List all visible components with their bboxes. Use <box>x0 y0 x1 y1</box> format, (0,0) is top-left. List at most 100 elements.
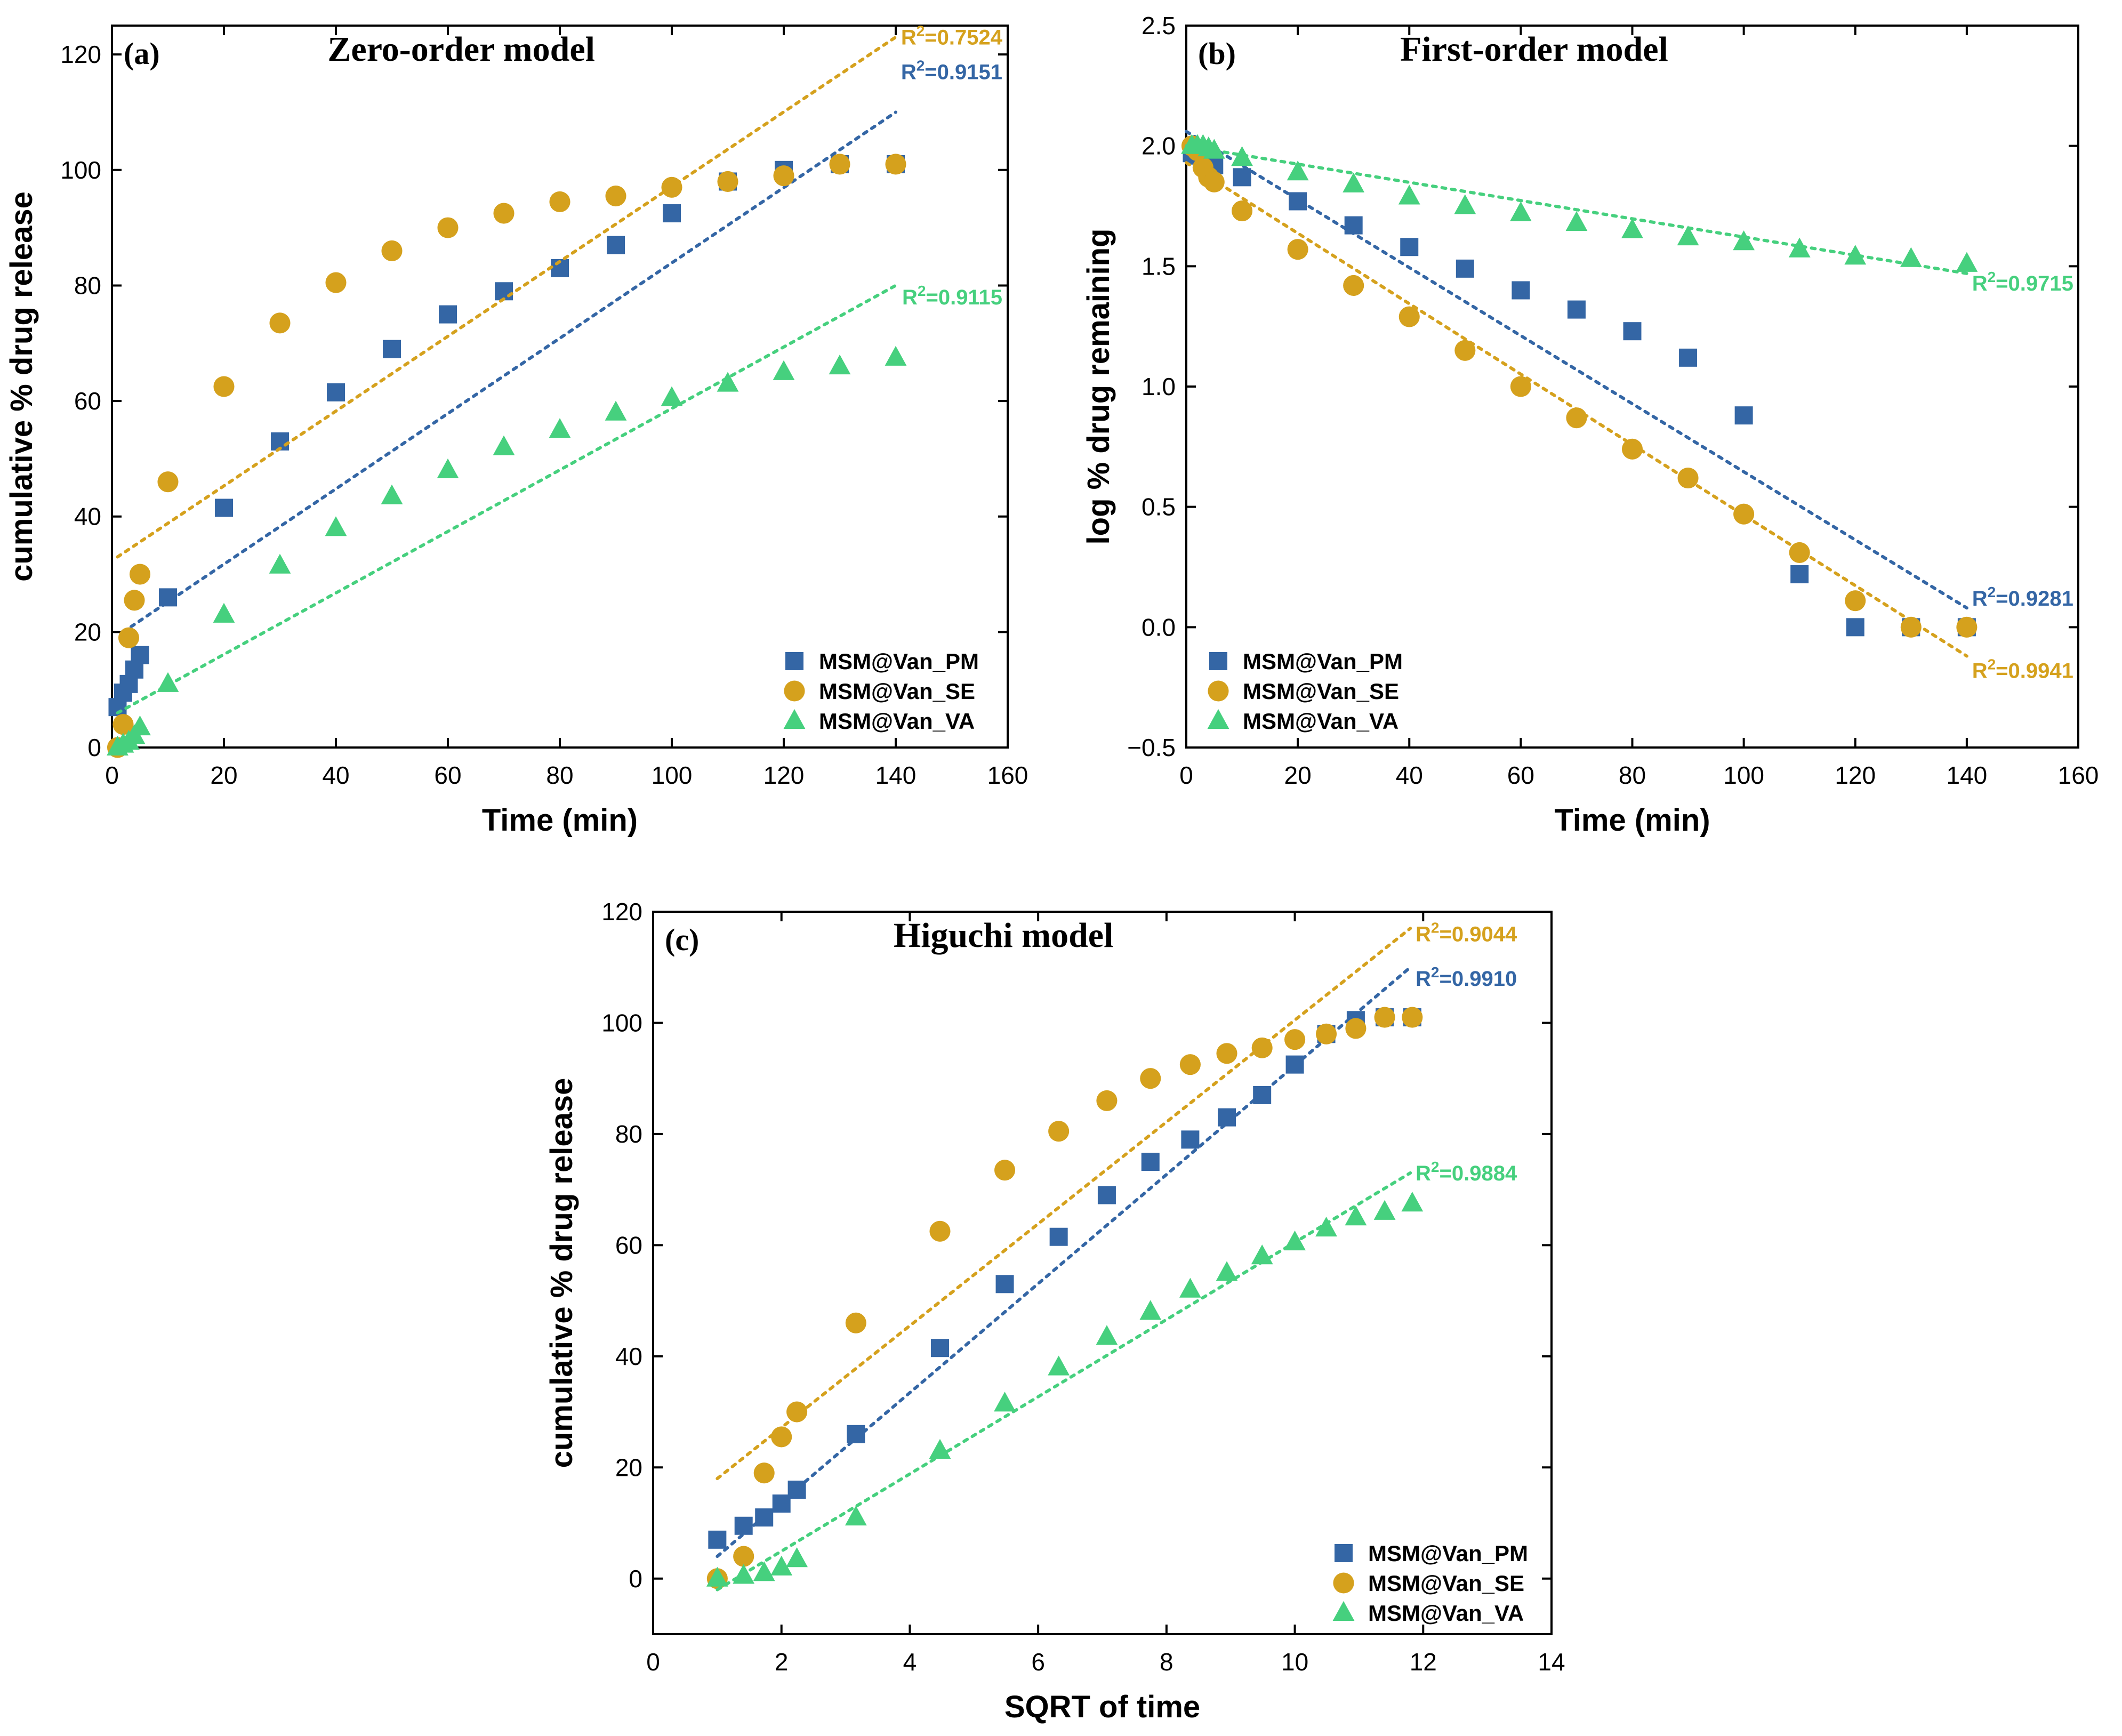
legend-entry: MSM@Van_VA <box>819 709 975 734</box>
data-point-pm <box>1623 322 1642 341</box>
y-tick-label: −0.5 <box>1127 734 1176 761</box>
data-point-se <box>929 1220 951 1242</box>
x-tick-label: 40 <box>322 761 349 789</box>
data-point-pm <box>663 204 681 223</box>
y-tick-label: 2.0 <box>1142 132 1176 160</box>
data-point-pm <box>1456 259 1474 278</box>
data-point-va <box>157 672 179 692</box>
data-point-pm <box>495 282 513 301</box>
data-point-pm <box>995 1275 1014 1293</box>
data-point-se <box>1315 1023 1337 1044</box>
panel-label: (c) <box>665 922 699 957</box>
data-point-se <box>1398 306 1420 327</box>
data-point-pm <box>1512 281 1530 300</box>
y-tick-label: 60 <box>74 387 101 415</box>
y-tick-label: 80 <box>615 1120 642 1148</box>
r2-label-pm: R2=0.9281 <box>1972 584 2073 610</box>
data-point-va <box>1287 160 1309 181</box>
data-point-va <box>885 345 907 366</box>
data-point-pm <box>383 340 401 358</box>
data-point-va <box>1251 1244 1273 1265</box>
data-point-se <box>1251 1037 1273 1058</box>
data-point-se <box>1345 1018 1367 1039</box>
fit-line-se <box>716 927 1412 1481</box>
data-point-va <box>325 516 347 536</box>
data-point-pm <box>1734 406 1753 425</box>
data-point-se <box>1284 1029 1306 1050</box>
data-point-se <box>1374 1007 1395 1028</box>
data-point-pm <box>1679 348 1698 367</box>
y-tick-label: 40 <box>74 503 101 531</box>
y-axis-title: cumulative % drug release <box>544 1078 579 1468</box>
r2-label-pm: R2=0.9151 <box>901 58 1002 84</box>
x-tick-label: 140 <box>875 761 917 789</box>
panel-label: (b) <box>1198 36 1236 71</box>
data-point-se <box>661 176 682 198</box>
y-tick-label: 20 <box>74 618 101 646</box>
legend-marker-va <box>1207 709 1229 729</box>
data-point-va <box>1956 252 1978 272</box>
data-point-va <box>1621 218 1643 238</box>
legend-marker-se <box>1208 680 1229 702</box>
x-tick-label: 60 <box>434 761 461 789</box>
data-point-se <box>845 1312 866 1333</box>
data-point-va <box>381 484 403 504</box>
data-point-va <box>1216 1261 1238 1281</box>
x-axis-title: Time (min) <box>482 803 638 838</box>
data-point-se <box>1203 171 1225 192</box>
data-point-pm <box>1289 192 1307 211</box>
data-point-se <box>994 1160 1016 1181</box>
data-point-va <box>605 400 627 421</box>
data-point-se <box>325 272 347 293</box>
data-point-se <box>1287 239 1308 260</box>
data-point-se <box>549 191 570 212</box>
data-point-va <box>753 1561 775 1581</box>
data-point-se <box>112 714 134 735</box>
x-tick-label: 40 <box>1396 761 1423 789</box>
data-point-se <box>1621 438 1643 460</box>
panel-a: 0 20 40 60 80 100 120 140 160 0 20 40 60 80 100 120 Time… <box>4 23 1028 838</box>
data-point-pm <box>1790 565 1809 584</box>
plot-frame <box>652 911 1553 1635</box>
data-point-pm <box>1097 1186 1116 1204</box>
x-tick-label: 0 <box>105 761 119 789</box>
data-point-va <box>269 553 291 574</box>
data-point-va <box>1315 1216 1337 1237</box>
data-point-se <box>1510 376 1531 397</box>
data-point-pm <box>847 1425 865 1443</box>
data-point-pm <box>1285 1055 1304 1074</box>
data-point-pm <box>327 383 345 401</box>
x-tick-label: 160 <box>987 761 1028 789</box>
data-point-va <box>1788 237 1811 258</box>
y-tick-label: 0 <box>87 734 101 761</box>
data-point-va <box>845 1505 867 1526</box>
r2-label-se: R2=0.7524 <box>901 23 1003 50</box>
data-point-se <box>1096 1090 1118 1111</box>
x-tick-label: 160 <box>2058 761 2099 789</box>
r2-label-va: R2=0.9884 <box>1416 1159 1517 1185</box>
data-point-pm <box>1217 1108 1236 1127</box>
data-point-se <box>269 312 291 334</box>
data-point-se <box>733 1546 754 1567</box>
data-point-pm <box>1233 168 1251 187</box>
data-point-va <box>1284 1231 1306 1251</box>
r2-label-va: R2=0.9715 <box>1972 269 2073 295</box>
data-point-se <box>1956 616 1978 638</box>
x-tick-label: 14 <box>1538 1648 1565 1676</box>
data-point-se <box>1216 1043 1237 1064</box>
legend-entry: MSM@Van_VA <box>1243 709 1398 734</box>
data-point-va <box>1844 245 1867 265</box>
legend-entry: MSM@Van_SE <box>1368 1571 1524 1596</box>
data-point-va <box>661 386 683 406</box>
data-point-va <box>717 372 739 392</box>
y-tick-label: 0.5 <box>1142 493 1176 521</box>
data-point-va <box>1343 172 1365 192</box>
data-point-va <box>994 1392 1016 1412</box>
data-point-va <box>1203 139 1225 159</box>
data-point-va <box>1900 247 1922 267</box>
data-point-pm <box>755 1508 774 1527</box>
data-point-pm <box>708 1530 727 1549</box>
data-point-va <box>1677 226 1699 246</box>
legend-marker-va <box>783 709 806 729</box>
y-tick-label: 0 <box>629 1565 642 1593</box>
